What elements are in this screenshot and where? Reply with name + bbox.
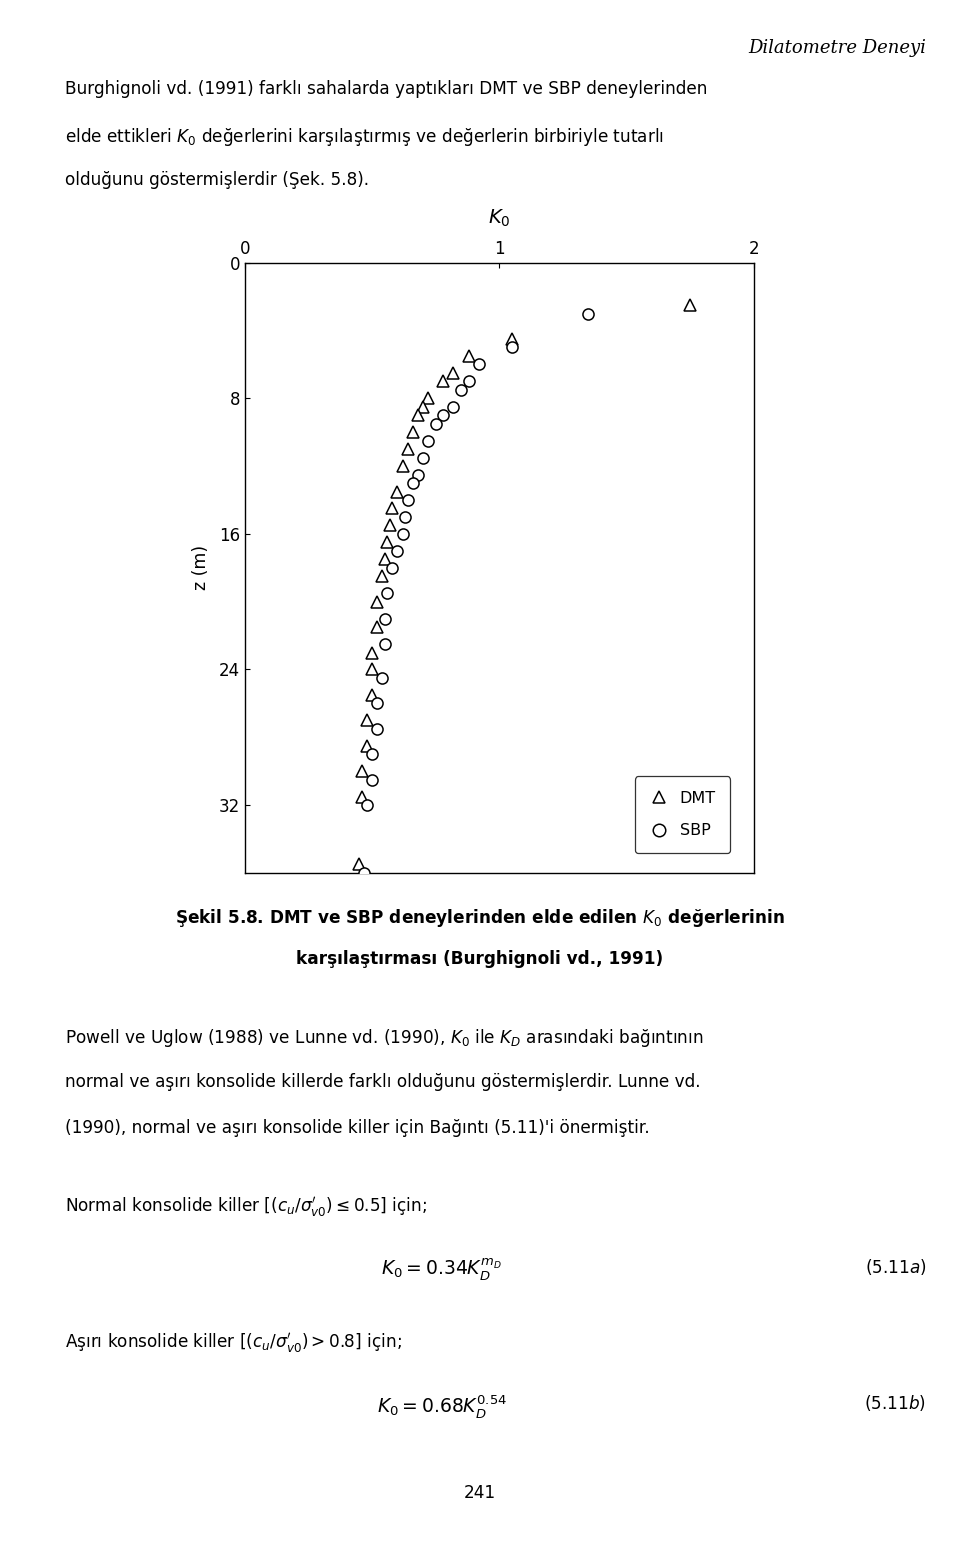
SBP: [399, 508, 411, 527]
DMT: [506, 329, 517, 348]
DMT: [407, 423, 419, 442]
DMT: [353, 856, 365, 874]
Text: Aşırı konsolide killer $[(c_u/\sigma^{\prime}_{v0}) > 0.8]$ için;: Aşırı konsolide killer $[(c_u/\sigma^{\p…: [65, 1332, 402, 1355]
SBP: [463, 372, 474, 391]
DMT: [356, 788, 368, 806]
SBP: [402, 491, 414, 510]
SBP: [367, 771, 378, 789]
SBP: [506, 338, 517, 357]
SBP: [381, 584, 393, 603]
Y-axis label: z (m): z (m): [192, 545, 210, 590]
Legend: DMT, SBP: DMT, SBP: [636, 777, 731, 853]
Text: $K_0 = 0.34K_D^{m_D}$: $K_0 = 0.34K_D^{m_D}$: [381, 1258, 502, 1282]
Text: olduğunu göstermişlerdir (Şek. 5.8).: olduğunu göstermişlerdir (Şek. 5.8).: [65, 171, 370, 190]
DMT: [463, 346, 474, 365]
SBP: [422, 431, 434, 450]
SBP: [379, 635, 391, 654]
Text: (5.11$b$): (5.11$b$): [864, 1394, 926, 1412]
SBP: [372, 694, 383, 712]
DMT: [367, 643, 378, 661]
DMT: [402, 440, 414, 459]
Text: (1990), normal ve aşırı konsolide killer için Bağıntı (5.11)'i önermiştir.: (1990), normal ve aşırı konsolide killer…: [65, 1119, 650, 1137]
DMT: [438, 372, 449, 391]
SBP: [376, 669, 388, 688]
DMT: [361, 711, 372, 729]
SBP: [473, 355, 485, 374]
SBP: [447, 397, 459, 416]
SBP: [417, 448, 428, 467]
SBP: [387, 558, 398, 576]
DMT: [356, 762, 368, 780]
SBP: [359, 864, 371, 882]
Line: SBP: SBP: [359, 307, 594, 879]
SBP: [412, 465, 423, 484]
DMT: [372, 618, 383, 637]
DMT: [412, 406, 423, 425]
DMT: [387, 499, 398, 518]
DMT: [447, 363, 459, 382]
DMT: [396, 457, 408, 476]
SBP: [379, 609, 391, 627]
DMT: [392, 482, 403, 501]
Text: Dilatometre Deneyi: Dilatometre Deneyi: [749, 39, 926, 57]
Text: 241: 241: [464, 1483, 496, 1502]
DMT: [384, 516, 396, 535]
Text: elde ettikleri $K_0$ değerlerini karşılaştırmış ve değerlerin birbiriyle tutarlı: elde ettikleri $K_0$ değerlerini karşıla…: [65, 127, 664, 148]
DMT: [367, 660, 378, 678]
DMT: [372, 592, 383, 610]
SBP: [438, 406, 449, 425]
Text: normal ve aşırı konsolide killerde farklı olduğunu göstermişlerdir. Lunne vd.: normal ve aşırı konsolide killerde farkl…: [65, 1072, 701, 1091]
Text: $K_0 = 0.68K_D^{0.54}$: $K_0 = 0.68K_D^{0.54}$: [376, 1394, 507, 1420]
SBP: [455, 380, 467, 399]
Text: (5.11$a$): (5.11$a$): [865, 1258, 926, 1276]
DMT: [361, 737, 372, 756]
Text: Normal konsolide killer $[(c_u/\sigma^{\prime}_{v0}) \leq 0.5]$ için;: Normal konsolide killer $[(c_u/\sigma^{\…: [65, 1196, 427, 1219]
SBP: [430, 414, 442, 433]
DMT: [381, 533, 393, 552]
DMT: [379, 550, 391, 569]
Text: Powell ve Uglow (1988) ve Lunne vd. (1990), $K_0$ ile $K_D$ arasındaki bağıntını: Powell ve Uglow (1988) ve Lunne vd. (199…: [65, 1027, 704, 1049]
SBP: [407, 474, 419, 493]
SBP: [583, 304, 594, 323]
SBP: [392, 542, 403, 561]
DMT: [417, 397, 428, 416]
Text: $K_0$: $K_0$: [488, 207, 511, 229]
SBP: [396, 525, 408, 544]
Text: Şekil 5.8. DMT ve SBP deneylerinden elde edilen $K_0$ değerlerinin: Şekil 5.8. DMT ve SBP deneylerinden elde…: [175, 907, 785, 929]
Line: DMT: DMT: [353, 300, 696, 870]
SBP: [361, 796, 372, 814]
DMT: [684, 295, 696, 314]
DMT: [367, 686, 378, 705]
SBP: [372, 720, 383, 739]
Text: Burghignoli vd. (1991) farklı sahalarda yaptıkları DMT ve SBP deneylerinden: Burghignoli vd. (1991) farklı sahalarda …: [65, 80, 708, 99]
DMT: [422, 389, 434, 408]
Text: karşılaştırması (Burghignoli vd., 1991): karşılaştırması (Burghignoli vd., 1991): [297, 950, 663, 969]
SBP: [367, 745, 378, 763]
DMT: [376, 567, 388, 586]
